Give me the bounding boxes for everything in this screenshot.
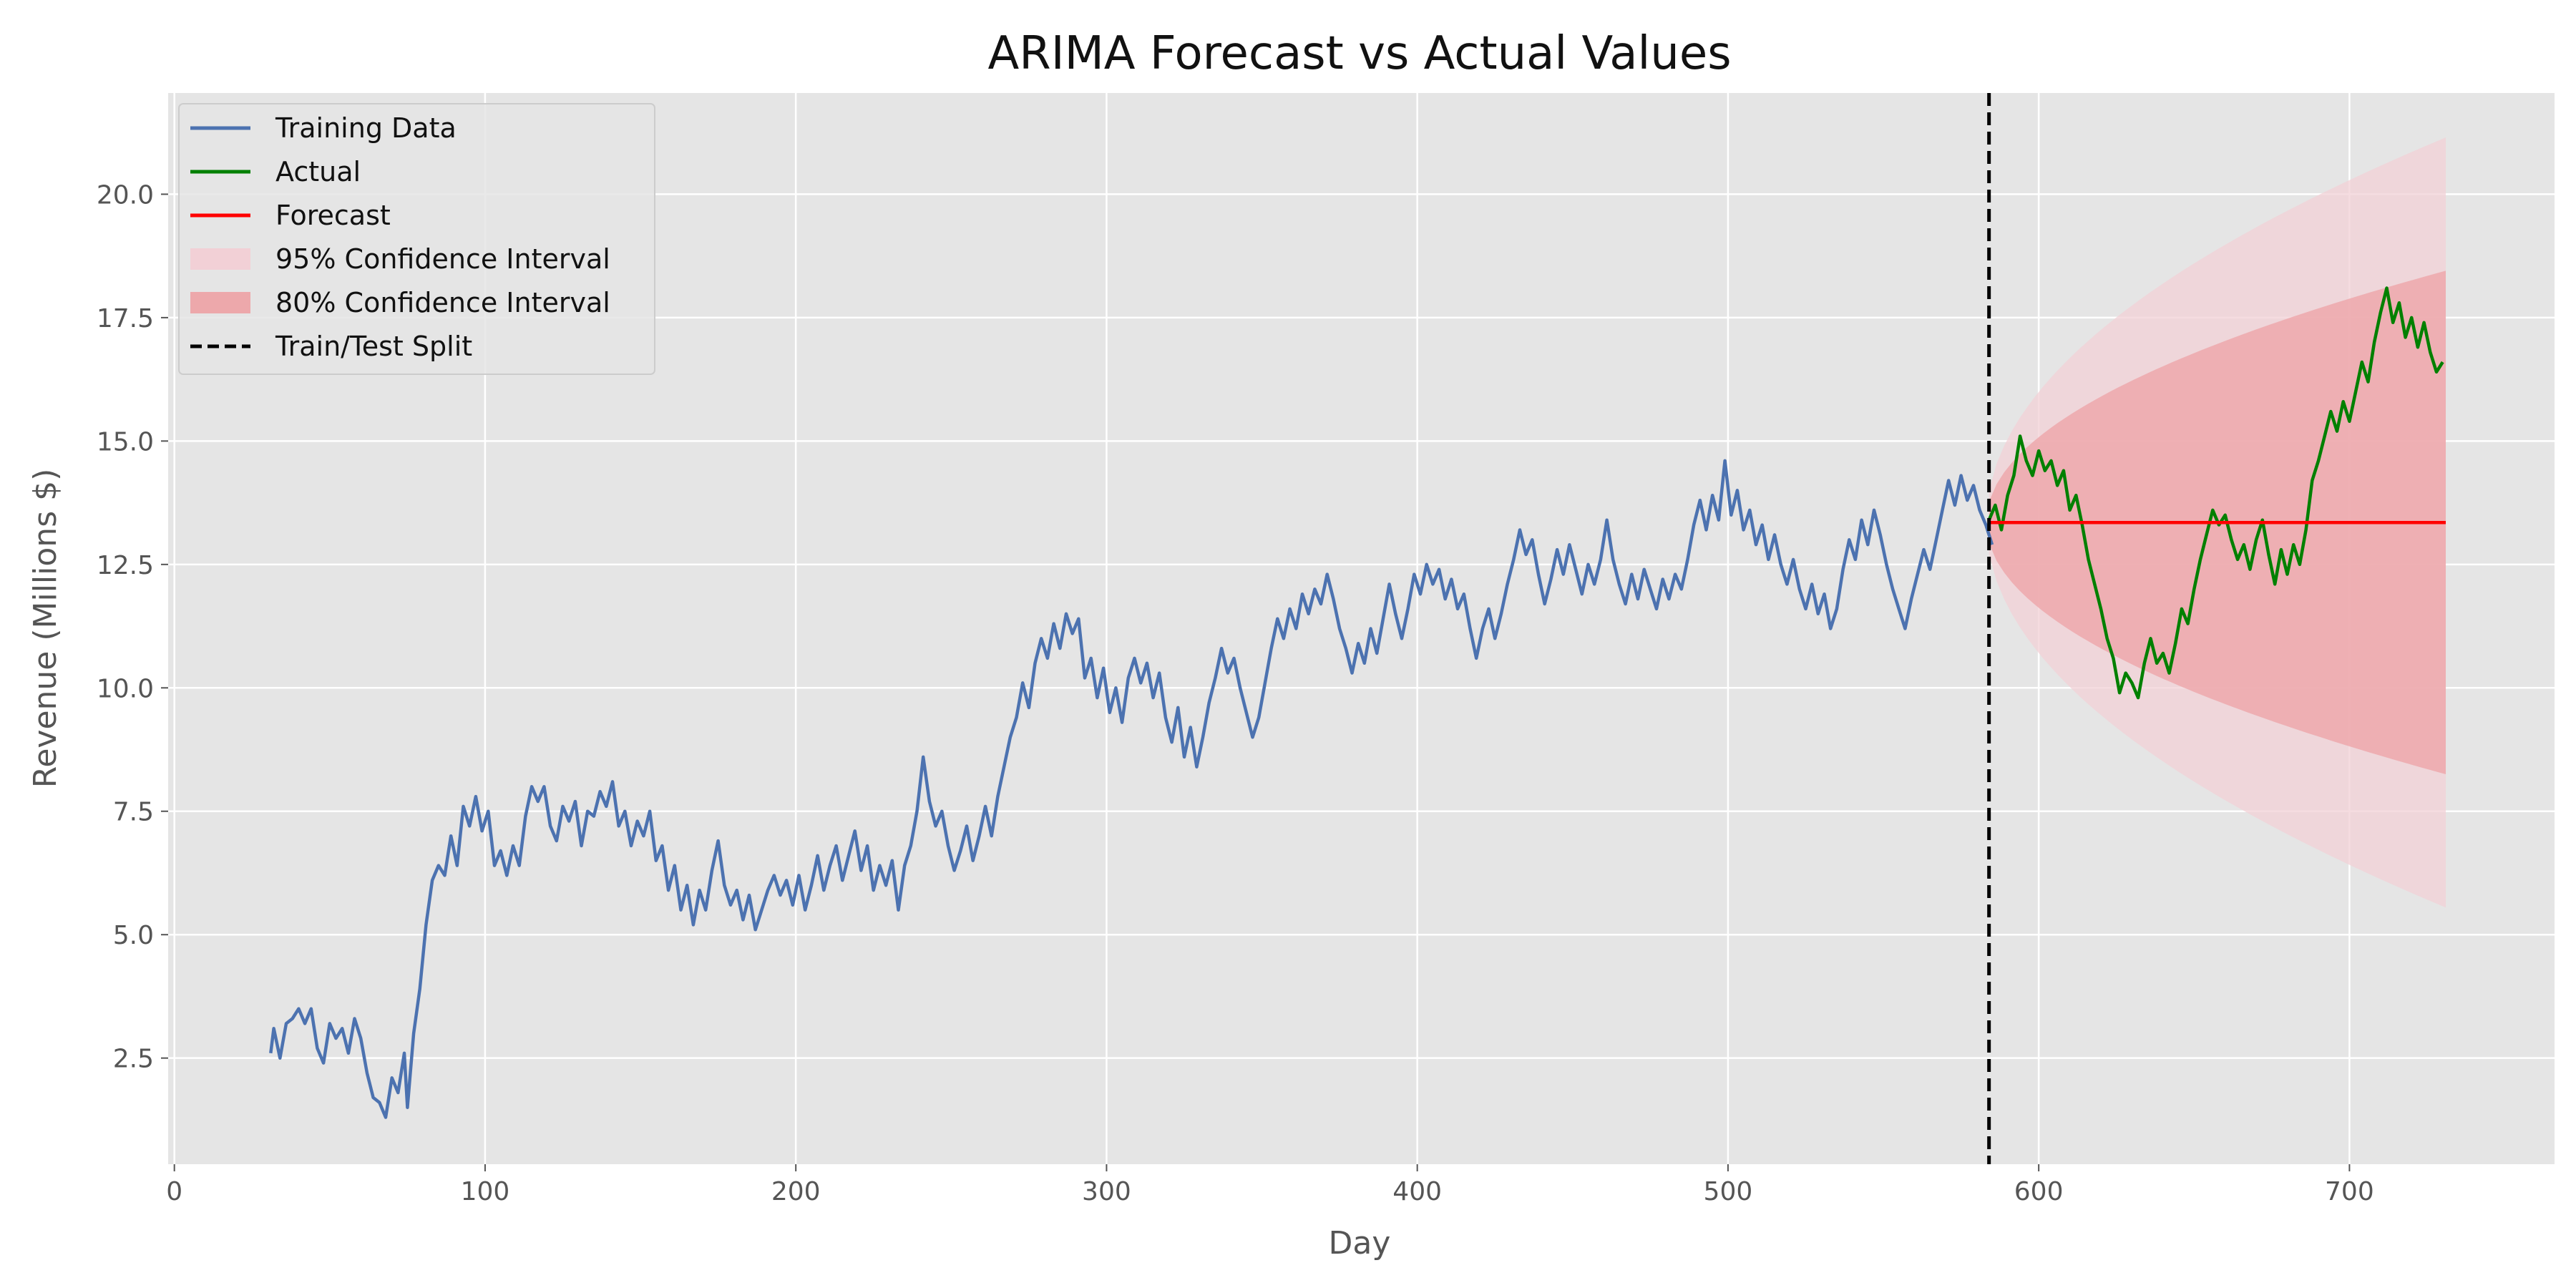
legend-label-95-confidence-interval: 95% Confidence Interval [275,243,610,275]
x-tick-label: 700 [2325,1177,2374,1206]
y-tick-label: 2.5 [113,1045,154,1074]
y-axis-label: Revenue (Millions $) [27,469,64,789]
legend-label-train-test-split: Train/Test Split [275,331,472,362]
y-tick-label: 20.0 [97,180,154,210]
x-tick-label: 300 [1082,1177,1131,1206]
x-tick-label: 200 [771,1177,821,1206]
chart-title: ARIMA Forecast vs Actual Values [987,27,1731,80]
legend-box [178,103,655,375]
y-tick-label: 15.0 [97,427,154,457]
series-lines [269,286,2446,1119]
legend-swatch-95-confidence-interval [190,248,250,270]
y-tick-label: 7.5 [113,798,154,827]
legend-label-forecast: Forecast [275,200,391,231]
x-tick-label: 600 [2014,1177,2064,1206]
y-tick-label: 17.5 [97,304,154,333]
legend-swatch-80-confidence-interval [190,292,250,313]
x-tick-label: 400 [1392,1177,1442,1206]
y-axis-ticks: 2.5 5.0 7.5 10.0 12.5 15.0 17.5 20.0 [97,180,168,1074]
x-axis-label: Day [1329,1225,1391,1262]
y-tick-label: 10.0 [97,674,154,703]
x-tick-label: 500 [1704,1177,1753,1206]
legend-label-actual: Actual [275,156,361,187]
y-tick-label: 5.0 [113,921,154,950]
series-line-actual [1987,286,2444,700]
legend-label-80-confidence-interval: 80% Confidence Interval [275,287,610,318]
x-tick-label: 0 [166,1177,182,1206]
series-line-training-data [269,459,1994,1119]
x-tick-label: 100 [461,1177,510,1206]
legend-label-training-data: Training Data [275,112,457,144]
x-axis-ticks: 0 100 200 300 400 500 600 700 [166,1164,2374,1206]
legend: Training Data Actual Forecast 95% Confidenc… [178,103,655,375]
y-tick-label: 12.5 [97,551,154,580]
